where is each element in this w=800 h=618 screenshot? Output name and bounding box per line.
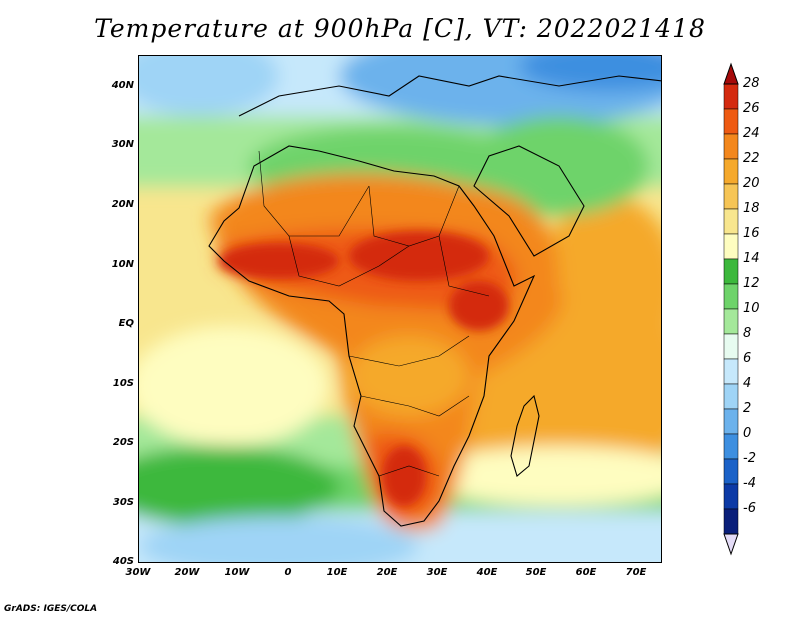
colorbar-swatch xyxy=(723,233,739,260)
lat-label: 40S xyxy=(112,556,134,567)
lon-label: 10E xyxy=(326,567,348,578)
colorbar-swatch xyxy=(723,308,739,335)
lat-label: 30N xyxy=(111,139,134,150)
lat-label: 10S xyxy=(112,378,134,389)
colorbar-tick-label: 20 xyxy=(743,176,760,191)
colorbar-tick-label: -6 xyxy=(743,501,756,516)
colorbar-swatch xyxy=(723,433,739,460)
colorbar-swatch xyxy=(723,183,739,210)
colorbar-tick-label: 8 xyxy=(743,326,752,341)
lon-label: 70E xyxy=(625,567,647,578)
colorbar-swatch xyxy=(723,283,739,310)
south-indian-pale xyxy=(419,446,661,506)
colorbar-swatch xyxy=(723,83,739,110)
lon-label: 30E xyxy=(426,567,448,578)
colorbar-tick-label: 28 xyxy=(743,76,760,91)
indian-ocean-warm-2 xyxy=(539,196,661,376)
lon-label: 40E xyxy=(476,567,498,578)
colorbar-tick-label: -4 xyxy=(743,476,756,491)
colorbar-swatch xyxy=(723,458,739,485)
colorbar-tick-label: 12 xyxy=(743,276,760,291)
colorbar-top-arrow xyxy=(723,62,739,85)
colorbar-tick-label: 24 xyxy=(743,126,760,141)
coastlines xyxy=(208,75,661,527)
colorbar-swatch xyxy=(723,358,739,385)
colorbar-tick-label: 16 xyxy=(743,226,760,241)
colorbar-tick-label: 4 xyxy=(743,376,752,391)
colorbar-bottom-arrow xyxy=(723,533,739,556)
chart-title: Temperature at 900hPa [C], VT: 202202141… xyxy=(94,14,706,43)
country-borders xyxy=(258,150,490,477)
colorbar-tick-label: 2 xyxy=(743,401,752,416)
colorbar-swatch xyxy=(723,508,739,535)
credit-text: GrADS: IGES/COLA xyxy=(4,604,98,614)
lat-label: EQ xyxy=(118,318,134,329)
south-atlantic-green xyxy=(139,446,339,526)
lat-label: 20S xyxy=(112,437,134,448)
colorbar-swatch xyxy=(723,108,739,135)
map-plot xyxy=(139,56,661,562)
colorbar-swatch xyxy=(723,208,739,235)
europe-coastline xyxy=(238,75,661,117)
lat-label: 20N xyxy=(111,199,134,210)
europe-deep-blue xyxy=(519,56,661,91)
colorbar-swatches xyxy=(723,83,739,535)
colorbar-swatch xyxy=(723,408,739,435)
arabia-coastline xyxy=(473,145,585,257)
lon-label: 20W xyxy=(174,567,200,578)
colorbar-tick-label: -2 xyxy=(743,451,756,466)
lon-label: 0 xyxy=(284,567,292,578)
colorbar-tick-label: 22 xyxy=(743,151,760,166)
lon-label: 60E xyxy=(575,567,597,578)
west-africa-peak xyxy=(219,243,339,279)
colorbar-swatch xyxy=(723,483,739,510)
atlantic-north-cold xyxy=(139,56,279,116)
madagascar-coastline xyxy=(510,394,540,477)
colorbar-tick-label: 26 xyxy=(743,101,760,116)
colorbar-swatch xyxy=(723,258,739,285)
atlantic-pale xyxy=(139,326,329,446)
sudan-peak xyxy=(349,231,489,281)
lat-label: 10N xyxy=(111,259,134,270)
lon-label: 50E xyxy=(525,567,547,578)
colorbar-swatch xyxy=(723,133,739,160)
colorbar-tick-label: 10 xyxy=(743,301,760,316)
colorbar-swatch xyxy=(723,383,739,410)
lat-label: 30S xyxy=(112,497,134,508)
colorbar-swatch xyxy=(723,158,739,185)
lon-label: 10W xyxy=(224,567,250,578)
colorbar-tick-label: 6 xyxy=(743,351,752,366)
colorbar-swatch xyxy=(723,333,739,360)
colorbar-tick-label: 14 xyxy=(743,251,760,266)
lon-label: 30W xyxy=(125,567,151,578)
colorbar-tick-label: 0 xyxy=(743,426,752,441)
africa-coastline xyxy=(208,145,536,527)
east-africa-peak xyxy=(449,281,509,331)
lon-label: 20E xyxy=(376,567,398,578)
lat-label: 40N xyxy=(111,80,134,91)
temperature-map xyxy=(138,55,662,563)
south-cold-pool xyxy=(139,516,419,562)
kalahari-peak xyxy=(382,446,426,506)
colorbar-tick-label: 18 xyxy=(743,201,760,216)
